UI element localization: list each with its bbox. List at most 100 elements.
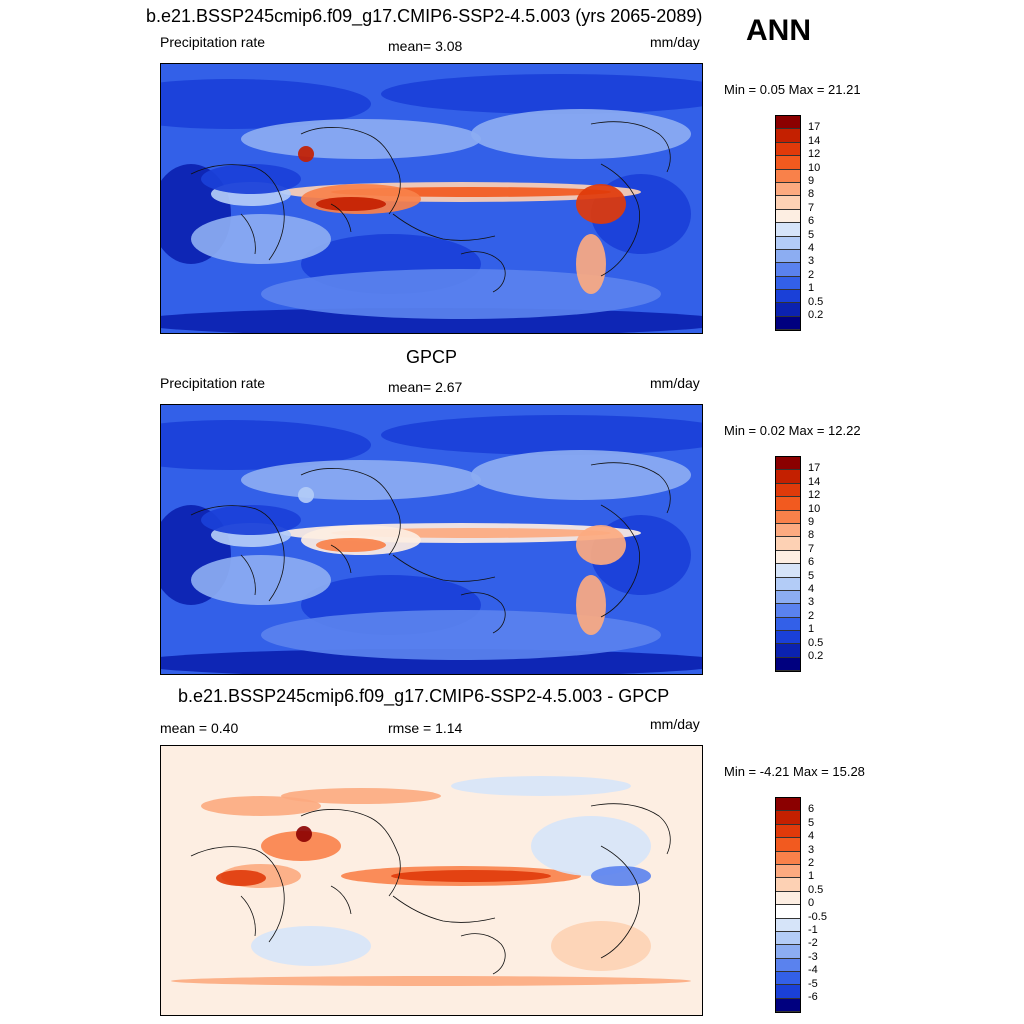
colorbar-tick-label: 0: [808, 897, 815, 910]
colorbar-tick-label: 17: [808, 462, 821, 475]
colorbar-swatch: [776, 483, 800, 498]
colorbar-swatch: [776, 864, 800, 879]
colorbar-tick-label: 6: [808, 556, 815, 569]
colorbar-tick-label: 3: [808, 255, 815, 268]
colorbar-tick-label: 5: [808, 569, 815, 582]
colorbar-swatch: [776, 303, 800, 317]
colorbar-swatch: [776, 497, 800, 511]
colorbar-tick-label: 10: [808, 161, 821, 174]
colorbar-swatch: [776, 590, 800, 605]
colorbar-swatch: [776, 998, 800, 1013]
colorbar-tick-label: 1: [808, 282, 815, 295]
colorbar-swatch: [776, 958, 800, 973]
colorbar-swatch: [776, 617, 800, 632]
colorbar-swatch: [776, 824, 800, 839]
panel1-variable-label: Precipitation rate: [160, 34, 266, 50]
colorbar-tick-label: 1: [808, 870, 815, 883]
colorbar-swatch: [776, 631, 800, 645]
colorbar-tick-label: 7: [808, 201, 815, 214]
colorbar-tick-label: 7: [808, 542, 815, 555]
colorbar-tick-label: 4: [808, 830, 815, 843]
colorbar-swatch: [776, 523, 800, 538]
panel3-title: b.e21.BSSP245cmip6.f09_g17.CMIP6-SSP2-4.…: [178, 686, 670, 706]
colorbar-swatch: [776, 878, 800, 892]
panel2-map: [160, 404, 703, 675]
panel2-mean-label: mean= 2.67: [388, 379, 463, 395]
colorbar-tick-label: 3: [808, 843, 815, 856]
panel3-map: [160, 745, 703, 1016]
colorbar-swatch: [776, 564, 800, 578]
colorbar-swatch: [776, 604, 800, 618]
colorbar-tick-label: 0.5: [808, 295, 824, 308]
colorbar-swatch: [776, 223, 800, 237]
colorbar-swatch: [776, 249, 800, 264]
colorbar-swatch: [776, 209, 800, 224]
colorbar-tick-label: 9: [808, 175, 815, 187]
panel1-colorbar: [775, 115, 801, 332]
colorbar-swatch: [776, 116, 800, 130]
colorbar-tick-label: 5: [808, 816, 815, 829]
colorbar-tick-label: 4: [808, 242, 815, 254]
colorbar-swatch: [776, 918, 800, 932]
colorbar-tick-label: 8: [808, 188, 815, 201]
panel1-map: [160, 63, 703, 334]
colorbar-tick-label: -0.5: [808, 910, 827, 923]
colorbar-swatch: [776, 945, 800, 959]
panel2-units-label: mm/day: [650, 375, 700, 391]
panel2-colorbar: [775, 456, 801, 673]
colorbar-tick-label: 12: [808, 148, 821, 161]
colorbar-swatch: [776, 550, 800, 565]
panel3-colorbar: [775, 797, 801, 1014]
figure-title: b.e21.BSSP245cmip6.f09_g17.CMIP6-SSP2-4.…: [146, 6, 703, 26]
colorbar-swatch: [776, 236, 800, 250]
colorbar-swatch: [776, 457, 800, 471]
colorbar-tick-label: -5: [808, 977, 818, 990]
colorbar-tick-label: -3: [808, 950, 818, 963]
colorbar-tick-label: -1: [808, 924, 818, 936]
colorbar-swatch: [776, 798, 800, 812]
colorbar-swatch: [776, 129, 800, 143]
colorbar-tick-label: 4: [808, 583, 815, 595]
colorbar-swatch: [776, 470, 800, 484]
colorbar-swatch: [776, 276, 800, 291]
colorbar-tick-label: 3: [808, 596, 815, 609]
colorbar-tick-label: 17: [808, 121, 821, 134]
colorbar-tick-label: 0.2: [808, 650, 824, 662]
panel2-variable-label: Precipitation rate: [160, 375, 266, 391]
colorbar-swatch: [776, 577, 800, 591]
colorbar-tick-label: 2: [808, 268, 815, 281]
colorbar-tick-label: 14: [808, 475, 821, 488]
colorbar-swatch: [776, 891, 800, 906]
colorbar-tick-label: 2: [808, 857, 815, 869]
panel3-mean-label: mean = 0.40: [160, 720, 239, 736]
colorbar-tick-label: 8: [808, 529, 815, 542]
colorbar-swatch: [776, 316, 800, 331]
colorbar-tick-label: 0.2: [808, 309, 824, 321]
colorbar-swatch: [776, 657, 800, 672]
colorbar-swatch: [776, 811, 800, 825]
colorbar-swatch: [776, 972, 800, 986]
colorbar-tick-label: 10: [808, 502, 821, 515]
colorbar-swatch: [776, 985, 800, 999]
colorbar-tick-label: 5: [808, 228, 815, 241]
colorbar-tick-label: 6: [808, 215, 815, 228]
colorbar-tick-label: 14: [808, 134, 821, 147]
season-label: ANN: [746, 14, 811, 47]
panel2-minmax: Min = 0.02 Max = 12.22: [724, 423, 861, 438]
panel1-units-label: mm/day: [650, 34, 700, 50]
colorbar-tick-label: 6: [808, 803, 815, 816]
colorbar-swatch: [776, 182, 800, 197]
colorbar-swatch: [776, 196, 800, 210]
panel3-units-label: mm/day: [650, 716, 700, 732]
colorbar-tick-label: -4: [808, 964, 818, 977]
colorbar-tick-label: -6: [808, 991, 818, 1003]
colorbar-swatch: [776, 644, 800, 658]
colorbar-swatch: [776, 169, 800, 183]
colorbar-tick-label: 2: [808, 609, 815, 622]
colorbar-swatch: [776, 931, 800, 946]
panel2-title: GPCP: [406, 347, 458, 367]
colorbar-tick-label: 0.5: [808, 883, 824, 896]
colorbar-swatch: [776, 142, 800, 157]
panel3-minmax: Min = -4.21 Max = 15.28: [724, 764, 865, 779]
colorbar-swatch: [776, 263, 800, 277]
